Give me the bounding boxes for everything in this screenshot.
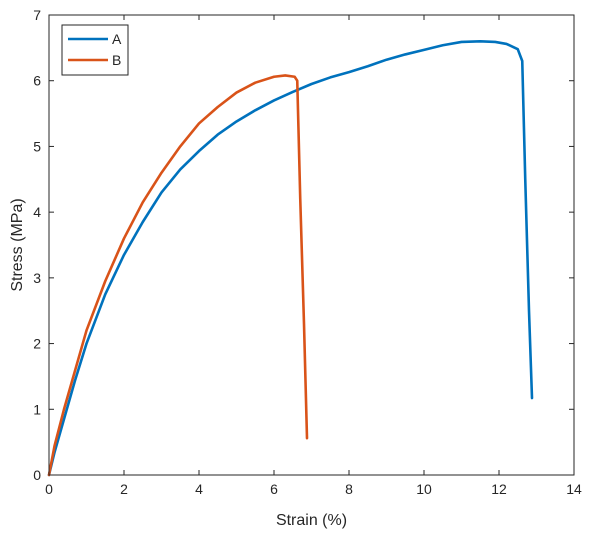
- y-tick-label: 0: [33, 467, 41, 483]
- plot-area: [47, 39, 534, 477]
- y-tick-label: 2: [33, 336, 41, 352]
- legend-label-a: A: [112, 31, 122, 47]
- y-tick-label: 6: [33, 73, 41, 89]
- y-tick-label: 5: [33, 138, 41, 154]
- legend-box: [61, 24, 129, 76]
- x-tick-label: 12: [491, 481, 507, 497]
- series-line-a: [47, 39, 534, 477]
- y-tick-label: 1: [33, 401, 41, 417]
- y-tick-label: 4: [33, 204, 41, 220]
- x-tick-label: 6: [270, 481, 278, 497]
- series-line-b: [47, 74, 309, 477]
- x-tick-label: 10: [416, 481, 432, 497]
- y-tick-label: 3: [33, 270, 41, 286]
- x-tick-label: 2: [120, 481, 128, 497]
- x-tick-label: 4: [195, 481, 203, 497]
- x-tick-label: 14: [566, 481, 582, 497]
- x-tick-label: 0: [45, 481, 53, 497]
- axes-box: [48, 14, 575, 476]
- legend-label-b: B: [112, 52, 121, 68]
- legend: AB: [61, 24, 129, 76]
- x-tick-label: 8: [345, 481, 353, 497]
- y-axis-label: Stress (MPa): [9, 198, 26, 291]
- x-axis-label: Strain (%): [276, 512, 347, 529]
- y-tick-label: 7: [33, 7, 41, 23]
